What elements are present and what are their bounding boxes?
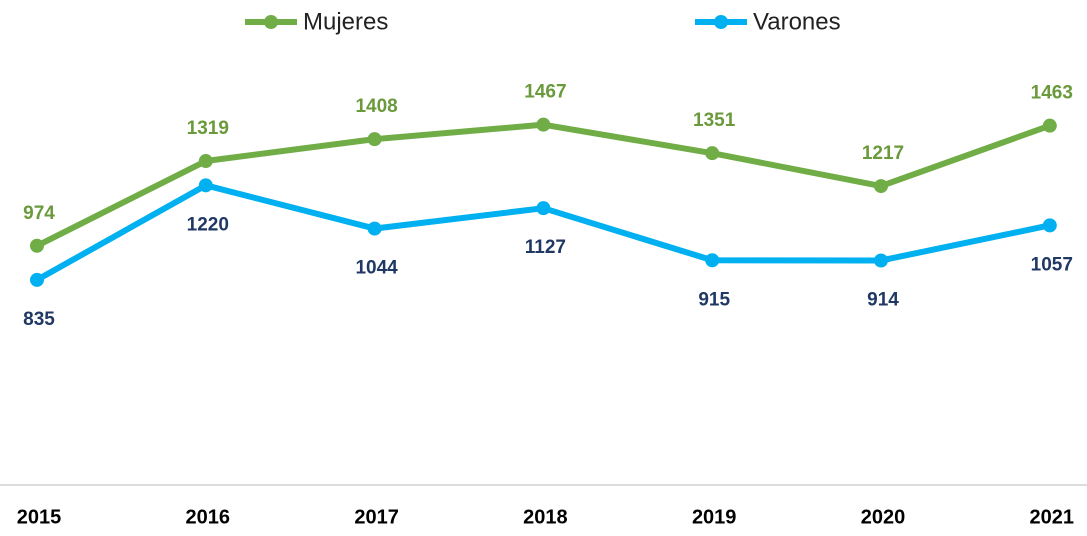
data-label: 914 bbox=[867, 290, 899, 311]
legend-label: Mujeres bbox=[303, 8, 388, 35]
data-point bbox=[30, 272, 44, 287]
data-point bbox=[367, 221, 382, 236]
data-point bbox=[367, 132, 382, 147]
data-label: 1217 bbox=[862, 143, 904, 164]
data-point bbox=[536, 117, 551, 132]
x-tick-label: 2021 bbox=[1030, 506, 1075, 528]
data-label: 915 bbox=[698, 289, 730, 310]
data-point bbox=[30, 238, 44, 253]
data-point bbox=[874, 253, 888, 268]
data-point bbox=[1042, 218, 1057, 233]
data-point bbox=[705, 146, 720, 161]
data-label: 1467 bbox=[524, 82, 566, 103]
data-point bbox=[198, 178, 213, 193]
data-point bbox=[1042, 118, 1057, 133]
data-label: 1463 bbox=[1031, 83, 1073, 104]
x-tick-label: 2020 bbox=[861, 506, 906, 528]
x-tick-label: 2017 bbox=[354, 506, 399, 528]
data-label: 1351 bbox=[693, 110, 736, 131]
x-tick-label: 2019 bbox=[692, 506, 737, 528]
data-label: 1044 bbox=[355, 258, 398, 279]
data-point bbox=[198, 154, 213, 169]
data-point bbox=[536, 201, 551, 216]
legend-marker bbox=[714, 15, 728, 29]
data-label: 1319 bbox=[187, 118, 229, 139]
x-tick-label: 2018 bbox=[523, 506, 568, 528]
data-point bbox=[874, 179, 888, 194]
legend-label: Varones bbox=[753, 8, 841, 35]
data-label: 1127 bbox=[525, 237, 566, 258]
x-tick-label: 2016 bbox=[186, 506, 231, 528]
x-tick-label: 2015 bbox=[17, 506, 62, 528]
data-label: 835 bbox=[23, 309, 55, 330]
data-label: 1408 bbox=[355, 96, 397, 117]
data-label: 974 bbox=[23, 203, 55, 224]
data-label: 1220 bbox=[187, 214, 229, 235]
legend-marker bbox=[264, 15, 278, 29]
data-label: 1057 bbox=[1031, 254, 1073, 275]
data-point bbox=[705, 253, 720, 268]
